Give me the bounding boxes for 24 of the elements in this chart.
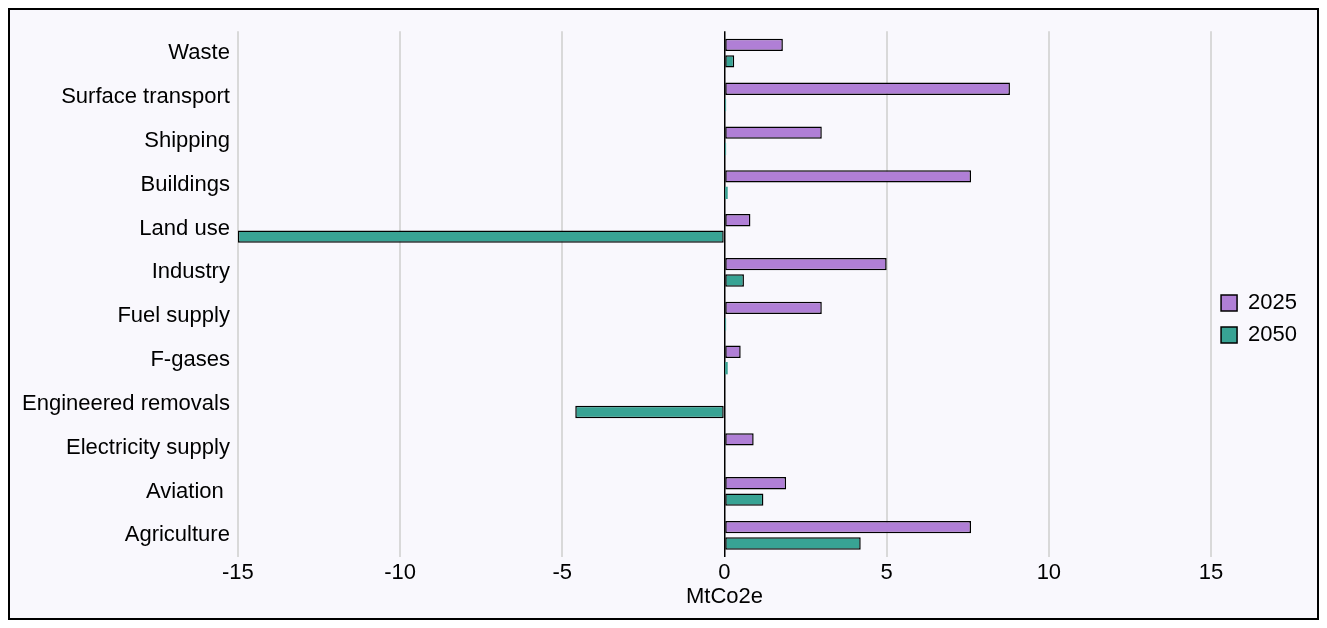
bar xyxy=(725,362,728,375)
x-tick-label: 5 xyxy=(880,559,893,585)
y-tick-label: Fuel supply xyxy=(117,302,230,328)
legend-label: 2025 xyxy=(1248,289,1298,315)
y-tick-label: Industry xyxy=(151,258,230,284)
y-tick-label: Land use xyxy=(139,214,230,240)
x-tick-label: -10 xyxy=(384,559,416,585)
x-tick-label: 15 xyxy=(1198,559,1224,585)
y-tick-label: F-gases xyxy=(150,346,230,372)
y-tick-label: Surface transport xyxy=(61,83,230,109)
y-tick-label: Waste xyxy=(168,39,230,65)
x-tick-label: -15 xyxy=(222,559,254,585)
x-axis-title: MtCo2e xyxy=(685,582,763,608)
y-tick-label: Engineered removals xyxy=(21,389,230,415)
y-tick-label: Electricity supply xyxy=(66,433,230,459)
x-tick-label: 10 xyxy=(1036,559,1062,585)
legend-label: 2050 xyxy=(1248,321,1298,347)
y-tick-label: Aviation xyxy=(145,477,230,503)
y-tick-label: Agriculture xyxy=(124,521,230,547)
x-tick-label: 0 xyxy=(718,559,731,585)
y-tick-label: Shipping xyxy=(144,126,230,152)
x-tick-label: -5 xyxy=(552,559,573,585)
bar xyxy=(725,186,728,199)
y-tick-label: Buildings xyxy=(140,170,230,196)
